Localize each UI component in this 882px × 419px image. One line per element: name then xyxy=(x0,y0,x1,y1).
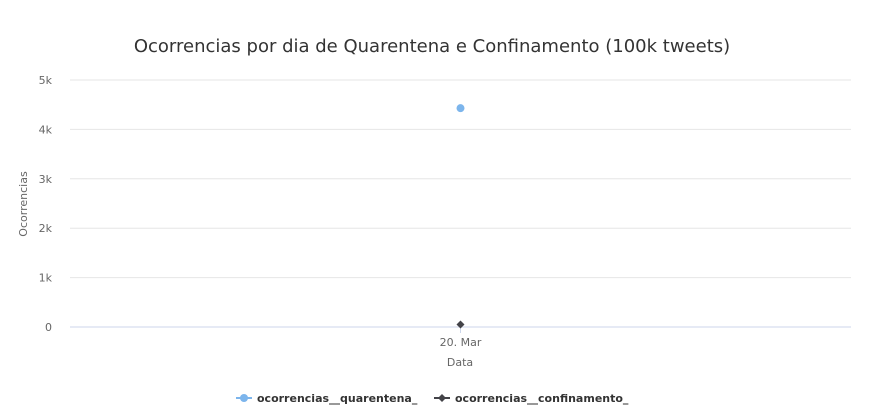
legend-marker xyxy=(438,394,446,402)
legend-marker xyxy=(240,394,248,402)
y-tick-label: 0 xyxy=(45,321,52,334)
data-point xyxy=(456,320,465,329)
chart-title: Ocorrencias por dia de Quarentena e Conf… xyxy=(134,36,730,57)
gridlines xyxy=(70,79,851,279)
legend[interactable]: ocorrencias__quarentena_ ocorrencias__con… xyxy=(236,392,629,405)
y-tick-label: 1k xyxy=(39,272,53,285)
y-axis-title: Ocorrencias xyxy=(17,171,30,237)
legend-item[interactable]: ocorrencias__quarentena_ xyxy=(236,392,418,405)
y-tick-label: 5k xyxy=(39,74,53,87)
legend-label: ocorrencias__confinamento_ xyxy=(455,392,629,405)
x-axis-title: Data xyxy=(447,356,473,369)
y-tick-label: 4k xyxy=(39,123,53,136)
legend-label: ocorrencias__quarentena_ xyxy=(257,392,418,405)
y-axis-ticks: 0 1k 2k 3k 4k 5k xyxy=(39,74,53,334)
y-tick-label: 3k xyxy=(39,173,53,186)
data-marks xyxy=(456,104,465,329)
y-tick-label: 2k xyxy=(39,222,53,235)
data-point xyxy=(456,104,465,113)
x-tick-label: 20. Mar xyxy=(440,336,482,349)
legend-item[interactable]: ocorrencias__confinamento_ xyxy=(434,392,629,405)
